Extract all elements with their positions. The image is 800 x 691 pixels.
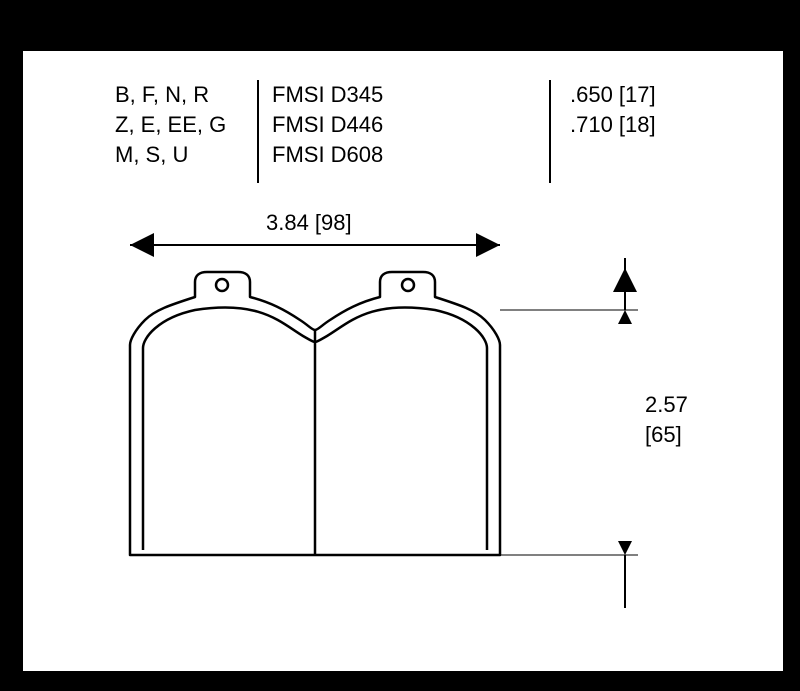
height-dimension-mm: [65]	[645, 422, 682, 448]
width-dimension-label: 3.84 [98]	[266, 210, 352, 236]
fmsi-row2: FMSI D446	[272, 112, 383, 138]
height-dimension-inches: 2.57	[645, 392, 688, 418]
thickness-row2: .710 [18]	[570, 112, 656, 138]
fmsi-row3: FMSI D608	[272, 142, 383, 168]
compounds-row3: M, S, U	[115, 142, 188, 168]
compounds-row2: Z, E, EE, G	[115, 112, 226, 138]
thickness-row1: .650 [17]	[570, 82, 656, 108]
fmsi-row1: FMSI D345	[272, 82, 383, 108]
brake-pad-shape	[130, 272, 500, 555]
compounds-row1: B, F, N, R	[115, 82, 209, 108]
